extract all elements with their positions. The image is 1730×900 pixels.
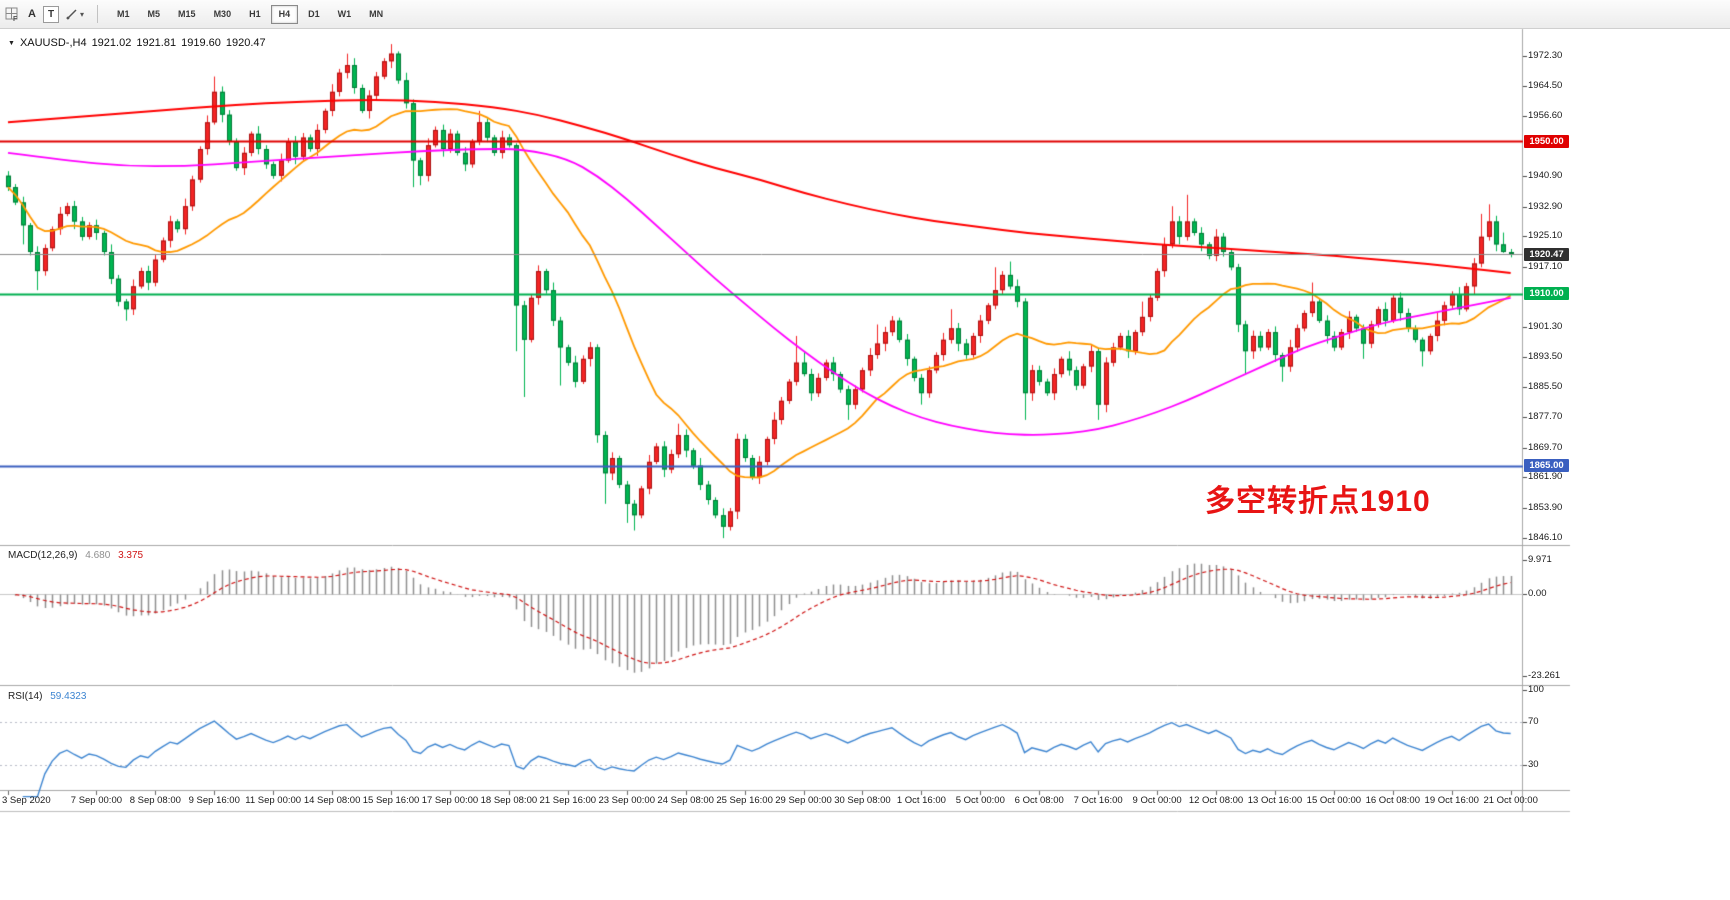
chart-text-annotation: 多空转折点1910	[1205, 485, 1431, 518]
time-tick-label: 8 Sep 08:00	[129, 795, 181, 806]
time-tick-label: 9 Sep 16:00	[188, 795, 240, 806]
price-tick-label: 1877.70	[1528, 411, 1563, 423]
rsi-axis[interactable]: 100 70 30	[1523, 684, 1570, 790]
current-price-badge: 1920.47	[1524, 247, 1569, 261]
macd-indicator-label: MACD(12,26,9) 4.680 3.375	[8, 550, 143, 561]
timeframe-button-m5[interactable]: M5	[140, 5, 169, 24]
toolbar-separator	[97, 5, 99, 23]
price-tick-label: 1846.10	[1528, 531, 1563, 543]
symbol-info: ▼ XAUUSD-,H4 1921.02 1921.81 1919.60 192…	[8, 37, 266, 49]
price-tick-label: 1853.90	[1528, 501, 1563, 513]
rsi-tick-label: 70	[1528, 716, 1539, 727]
time-tick-label: 23 Sep 00:00	[598, 795, 655, 806]
time-tick-label: 7 Sep 00:00	[70, 795, 123, 806]
trendline-tool-icon	[66, 8, 77, 20]
rsi-indicator-label: RSI(14) 59.4323	[8, 691, 86, 702]
time-tick-label: 19 Oct 16:00	[1424, 795, 1479, 806]
timeframe-button-m15[interactable]: M15	[170, 5, 204, 24]
time-tick-label: 30 Sep 08:00	[834, 795, 891, 806]
rsi-tick-label: 30	[1528, 758, 1539, 770]
price-tick-label: 1901.30	[1528, 321, 1563, 333]
time-tick-label: 13 Oct 16:00	[1247, 795, 1303, 806]
timeframe-button-h1[interactable]: H1	[241, 5, 269, 24]
time-tick-label: 17 Sep 00:00	[421, 795, 479, 806]
price-axis[interactable]: 1972.30 1964.50 1956.60 1940.90 1932.90 1925.…	[1523, 30, 1570, 545]
timeframe-button-group: M1 M5 M15 M30 H1 H4 D1 W1 MN	[109, 4, 391, 24]
macd-name: MACD(12,26,9)	[8, 550, 78, 561]
dropdown-caret-icon: ▾	[80, 9, 85, 19]
price-tick-label: 1956.60	[1528, 110, 1563, 122]
price-tick-label: 1869.70	[1528, 441, 1563, 453]
timeframe-button-m1[interactable]: M1	[109, 5, 138, 24]
macd-main-value: 4.680	[85, 550, 111, 561]
time-tick-label: 25 Sep 16:00	[716, 795, 773, 806]
level-badge-1910-00: 1910.00	[1524, 287, 1569, 301]
charts-grid-icon	[5, 7, 18, 20]
price-tick-label: 1932.90	[1528, 200, 1563, 212]
timeframe-button-h4[interactable]: H4	[270, 4, 299, 24]
macd-tick-label: 0.00	[1528, 588, 1547, 600]
time-tick-label: 7 Oct 16:00	[1073, 795, 1123, 806]
price-tick-label: 1964.50	[1528, 80, 1563, 92]
price-tick-label: 1917.10	[1528, 260, 1563, 272]
time-tick-label: 3 Sep 2020	[2, 795, 51, 806]
ohlc-open: 1921.02	[91, 37, 132, 49]
time-tick-label: 18 Sep 08:00	[480, 795, 538, 806]
macd-tick-label: 9.971	[1528, 553, 1552, 565]
symbol-marker-icon[interactable]: ▼	[8, 39, 15, 47]
time-tick-label: 29 Sep 00:00	[775, 795, 832, 806]
time-tick-label: 15 Sep 16:00	[362, 795, 420, 806]
symbol-timeframe-label: XAUUSD-,H4	[19, 37, 87, 49]
time-tick-label: 21 Sep 16:00	[539, 795, 597, 806]
timeframe-button-m30[interactable]: M30	[206, 5, 240, 24]
ohlc-low: 1919.60	[181, 37, 221, 49]
timeframe-button-mn[interactable]: MN	[361, 5, 391, 24]
time-tick-label: 24 Sep 08:00	[657, 795, 714, 806]
timeframe-button-d1[interactable]: D1	[300, 5, 328, 24]
rsi-tick-label: 100	[1528, 684, 1544, 695]
rsi-name: RSI(14)	[8, 691, 43, 702]
time-tick-label: 12 Oct 08:00	[1188, 795, 1244, 806]
time-tick-label: 14 Sep 08:00	[303, 795, 361, 806]
drawing-tools-button[interactable]: ▾	[61, 4, 88, 24]
font-tool-button[interactable]: A	[23, 4, 41, 24]
time-tick-label: 11 Sep 00:00	[245, 795, 302, 806]
ohlc-close: 1920.47	[225, 37, 266, 49]
time-tick-label: 15 Oct 00:00	[1306, 795, 1362, 806]
time-tick-label: 1 Oct 16:00	[896, 795, 946, 806]
time-tick-label: 5 Oct 00:00	[955, 795, 1005, 806]
price-tick-label: 1925.10	[1528, 230, 1563, 242]
time-tick-label: 21 Oct 00:00	[1483, 795, 1538, 806]
rsi-value: 59.4323	[50, 691, 87, 702]
macd-tick-label: -23.261	[1528, 669, 1561, 681]
toolbar: F A T ▾ M1 M5 M15 M30 H1 H4 D1 W1 MN	[0, 0, 1730, 29]
macd-signal-value: 3.375	[118, 550, 144, 561]
time-tick-label: 9 Oct 00:00	[1132, 795, 1182, 806]
price-tick-label: 1940.90	[1528, 170, 1563, 182]
price-tick-label: 1893.50	[1528, 350, 1563, 362]
price-tick-label: 1972.30	[1528, 50, 1563, 62]
price-tick-label: 1885.50	[1528, 381, 1563, 393]
toolbar-grip-label: F	[13, 16, 18, 23]
time-axis[interactable]: 3 Sep 2020 7 Sep 00:00 8 Sep 08:00 9 Sep 16…	[0, 791, 1570, 811]
level-badge-1865-00: 1865.00	[1524, 459, 1569, 473]
toolbar-grip[interactable]: F	[3, 2, 21, 26]
price-tick-label: 1861.90	[1528, 471, 1563, 483]
ohlc-high: 1921.81	[136, 37, 177, 49]
time-tick-label: 16 Oct 08:00	[1365, 795, 1420, 806]
text-tool-button[interactable]: T	[43, 5, 59, 23]
timeframe-button-w1[interactable]: W1	[330, 5, 360, 24]
level-badge-1950-00: 1950.00	[1524, 134, 1569, 148]
time-tick-label: 6 Oct 08:00	[1014, 795, 1064, 806]
macd-axis[interactable]: 9.971 0.00 -23.261	[1523, 549, 1570, 684]
